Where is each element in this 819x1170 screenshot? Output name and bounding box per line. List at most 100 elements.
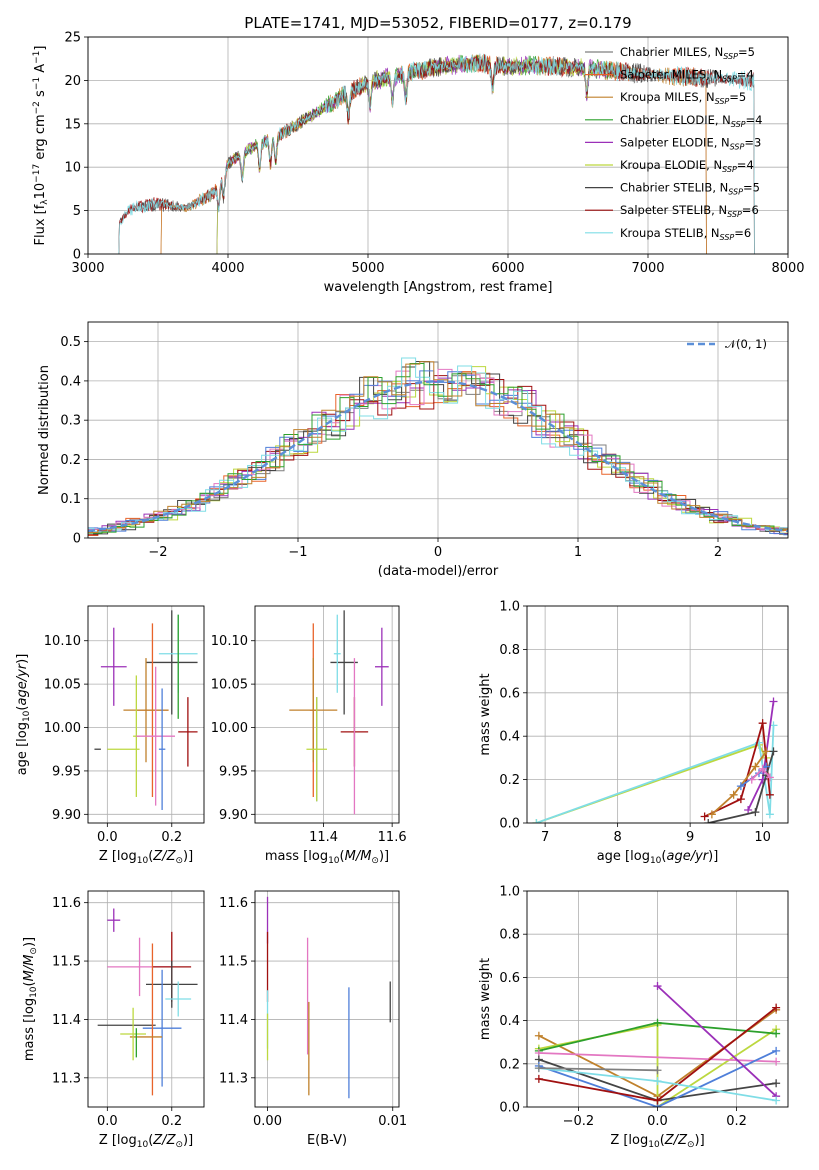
y-axis-label: Flux [fλ10−17 erg cm−2 s−1 A−1] — [32, 46, 50, 246]
errorbar-point — [120, 1007, 146, 1061]
y-tick-label: 15 — [64, 117, 81, 132]
y-tick-label: 9.90 — [52, 808, 81, 823]
plus-marker — [534, 1064, 543, 1073]
errorbar-point — [100, 627, 127, 706]
mass_vs_ebv-data — [266, 896, 391, 1099]
y-tick-label: 9.95 — [219, 764, 248, 779]
errorbar-point — [333, 614, 341, 693]
plus-marker — [769, 747, 778, 756]
y-tick-label: 1.0 — [499, 885, 520, 900]
spectrum-line-salpeter-miles — [160, 53, 707, 254]
figure-title: PLATE=1741, MJD=53052, FIBERID=0177, z=0… — [244, 14, 631, 32]
y-tick-label: 0.4 — [499, 730, 520, 745]
x-axis-label: Z [log10(Z/Z⊙)] — [99, 1133, 193, 1150]
x-axis-label: E(B-V) — [307, 1133, 347, 1148]
plus-marker — [747, 775, 756, 784]
massweight_vs_age-data — [532, 697, 778, 823]
plus-marker — [653, 1066, 662, 1075]
x-tick-label: −2 — [148, 545, 167, 560]
spectrum-line-kroupa-elodie — [216, 56, 619, 254]
errorbar-point — [136, 666, 175, 806]
y-axis-label: Normed distribution — [37, 365, 52, 495]
x-axis-label: (data-model)/error — [378, 564, 499, 579]
plus-marker — [765, 790, 774, 799]
errorbar-point — [306, 697, 327, 802]
plus-marker — [653, 1096, 662, 1105]
plus-marker — [700, 812, 709, 821]
y-tick-label: 0.6 — [499, 971, 520, 986]
mass-weight-series — [532, 740, 771, 823]
plus-marker — [772, 1096, 781, 1105]
y-tick-label: 11.5 — [219, 955, 248, 970]
y-tick-label: 1.0 — [499, 600, 520, 615]
plus-marker — [704, 819, 713, 823]
age_vs_Z-data — [94, 610, 198, 810]
mass-weight-series — [704, 747, 778, 823]
spectrum-line-kroupa-miles — [160, 54, 707, 254]
plot-frame — [526, 890, 789, 1108]
plus-marker — [534, 1031, 543, 1040]
x-tick-label: 11.4 — [309, 830, 338, 845]
residual-histogram — [88, 366, 788, 534]
plus-marker — [765, 810, 774, 819]
y-tick-label: 11.3 — [219, 1071, 248, 1086]
mass-weight-series — [532, 721, 778, 823]
y-tick-label: 10.05 — [211, 678, 248, 693]
legend-entry: 𝒩(0, 1) — [725, 337, 767, 351]
y-tick-label: 20 — [64, 74, 81, 89]
errorbar-point — [375, 627, 389, 706]
y-tick-label: 10.00 — [211, 721, 248, 736]
legend-entry: Salpeter ELODIE, NSSP=3 — [620, 135, 761, 151]
errorbar-point — [178, 697, 198, 767]
spectrum-line-chabrier-miles — [118, 56, 707, 254]
x-tick-label: 0.0 — [97, 1114, 118, 1129]
massweight_vs_Z-panel: −0.2 0.0 0.2 0.0 0.2 0.4 0.6 0.8 1.0 Z [log10(Z/Z… — [478, 885, 789, 1150]
residuals-panel: −2 −1 0 1 2 0 0.1 0.2 0.3 0.4 0.5 (data-model)/erro… — [37, 321, 789, 579]
x-axis-label: wavelength [Angstrom, rest frame] — [324, 280, 553, 295]
y-tick-label: 0.3 — [60, 414, 81, 429]
mass-weight-series — [653, 982, 781, 1101]
age_vs_mass-panel: 11.4 11.6 9.90 9.95 10.00 10.05 10.10 mass [log… — [211, 605, 407, 866]
errorbar-point — [158, 688, 166, 810]
plus-marker — [772, 1003, 781, 1012]
plot-frame — [87, 890, 205, 1108]
spectrum-line-salpeter-stelib — [118, 53, 755, 254]
x-tick-label: 0.2 — [161, 830, 182, 845]
spectrum-panel: 3000 4000 5000 6000 7000 8000 0 5 10 15 20 25 wavele… — [32, 31, 805, 296]
plot-frame — [254, 890, 400, 1108]
errorbar-point — [146, 610, 198, 715]
x-tick-label: 7000 — [631, 261, 664, 276]
legend-entry: Kroupa ELODIE, NSSP=4 — [620, 158, 754, 174]
x-tick-label: 0.0 — [647, 1114, 668, 1129]
plus-marker — [653, 1077, 662, 1086]
y-tick-label: 0.4 — [499, 1014, 520, 1029]
y-tick-label: 10.10 — [44, 634, 81, 649]
x-tick-label: 2 — [714, 545, 722, 560]
y-tick-label: 10.10 — [211, 634, 248, 649]
y-tick-label: 11.4 — [219, 1013, 248, 1028]
x-tick-label: 8000 — [771, 261, 804, 276]
plus-marker — [707, 810, 716, 819]
legend-entry: Chabrier STELIB, NSSP=5 — [620, 181, 760, 197]
y-tick-label: 0.2 — [499, 1057, 520, 1072]
plot-frame — [87, 321, 789, 539]
legend-entry: Kroupa MILES, NSSP=5 — [620, 90, 746, 106]
residual-histogram — [88, 361, 788, 533]
mass-weight-series — [700, 719, 774, 821]
y-tick-label: 0.0 — [499, 817, 520, 832]
y-tick-label: 25 — [64, 31, 81, 46]
spectrum-legend: Chabrier MILES, NSSP=5 Salpeter MILES, NS… — [585, 45, 762, 242]
plus-marker — [736, 782, 745, 791]
spectrum-line-chabrier-stelib — [118, 56, 755, 254]
plot-frame — [254, 605, 400, 824]
x-tick-label: 7 — [541, 830, 549, 845]
y-tick-label: 0 — [73, 248, 81, 263]
x-tick-label: 0 — [434, 545, 442, 560]
errorbar-point — [123, 658, 169, 763]
residual-histogram — [88, 357, 788, 533]
age_vs_Z-panel: 0.0 0.2 9.90 9.95 10.00 10.05 10.10 Z [log10(Z/… — [15, 605, 205, 866]
y-tick-label: 10 — [64, 161, 81, 176]
y-tick-label: 0.6 — [499, 686, 520, 701]
plus-marker — [736, 795, 745, 804]
